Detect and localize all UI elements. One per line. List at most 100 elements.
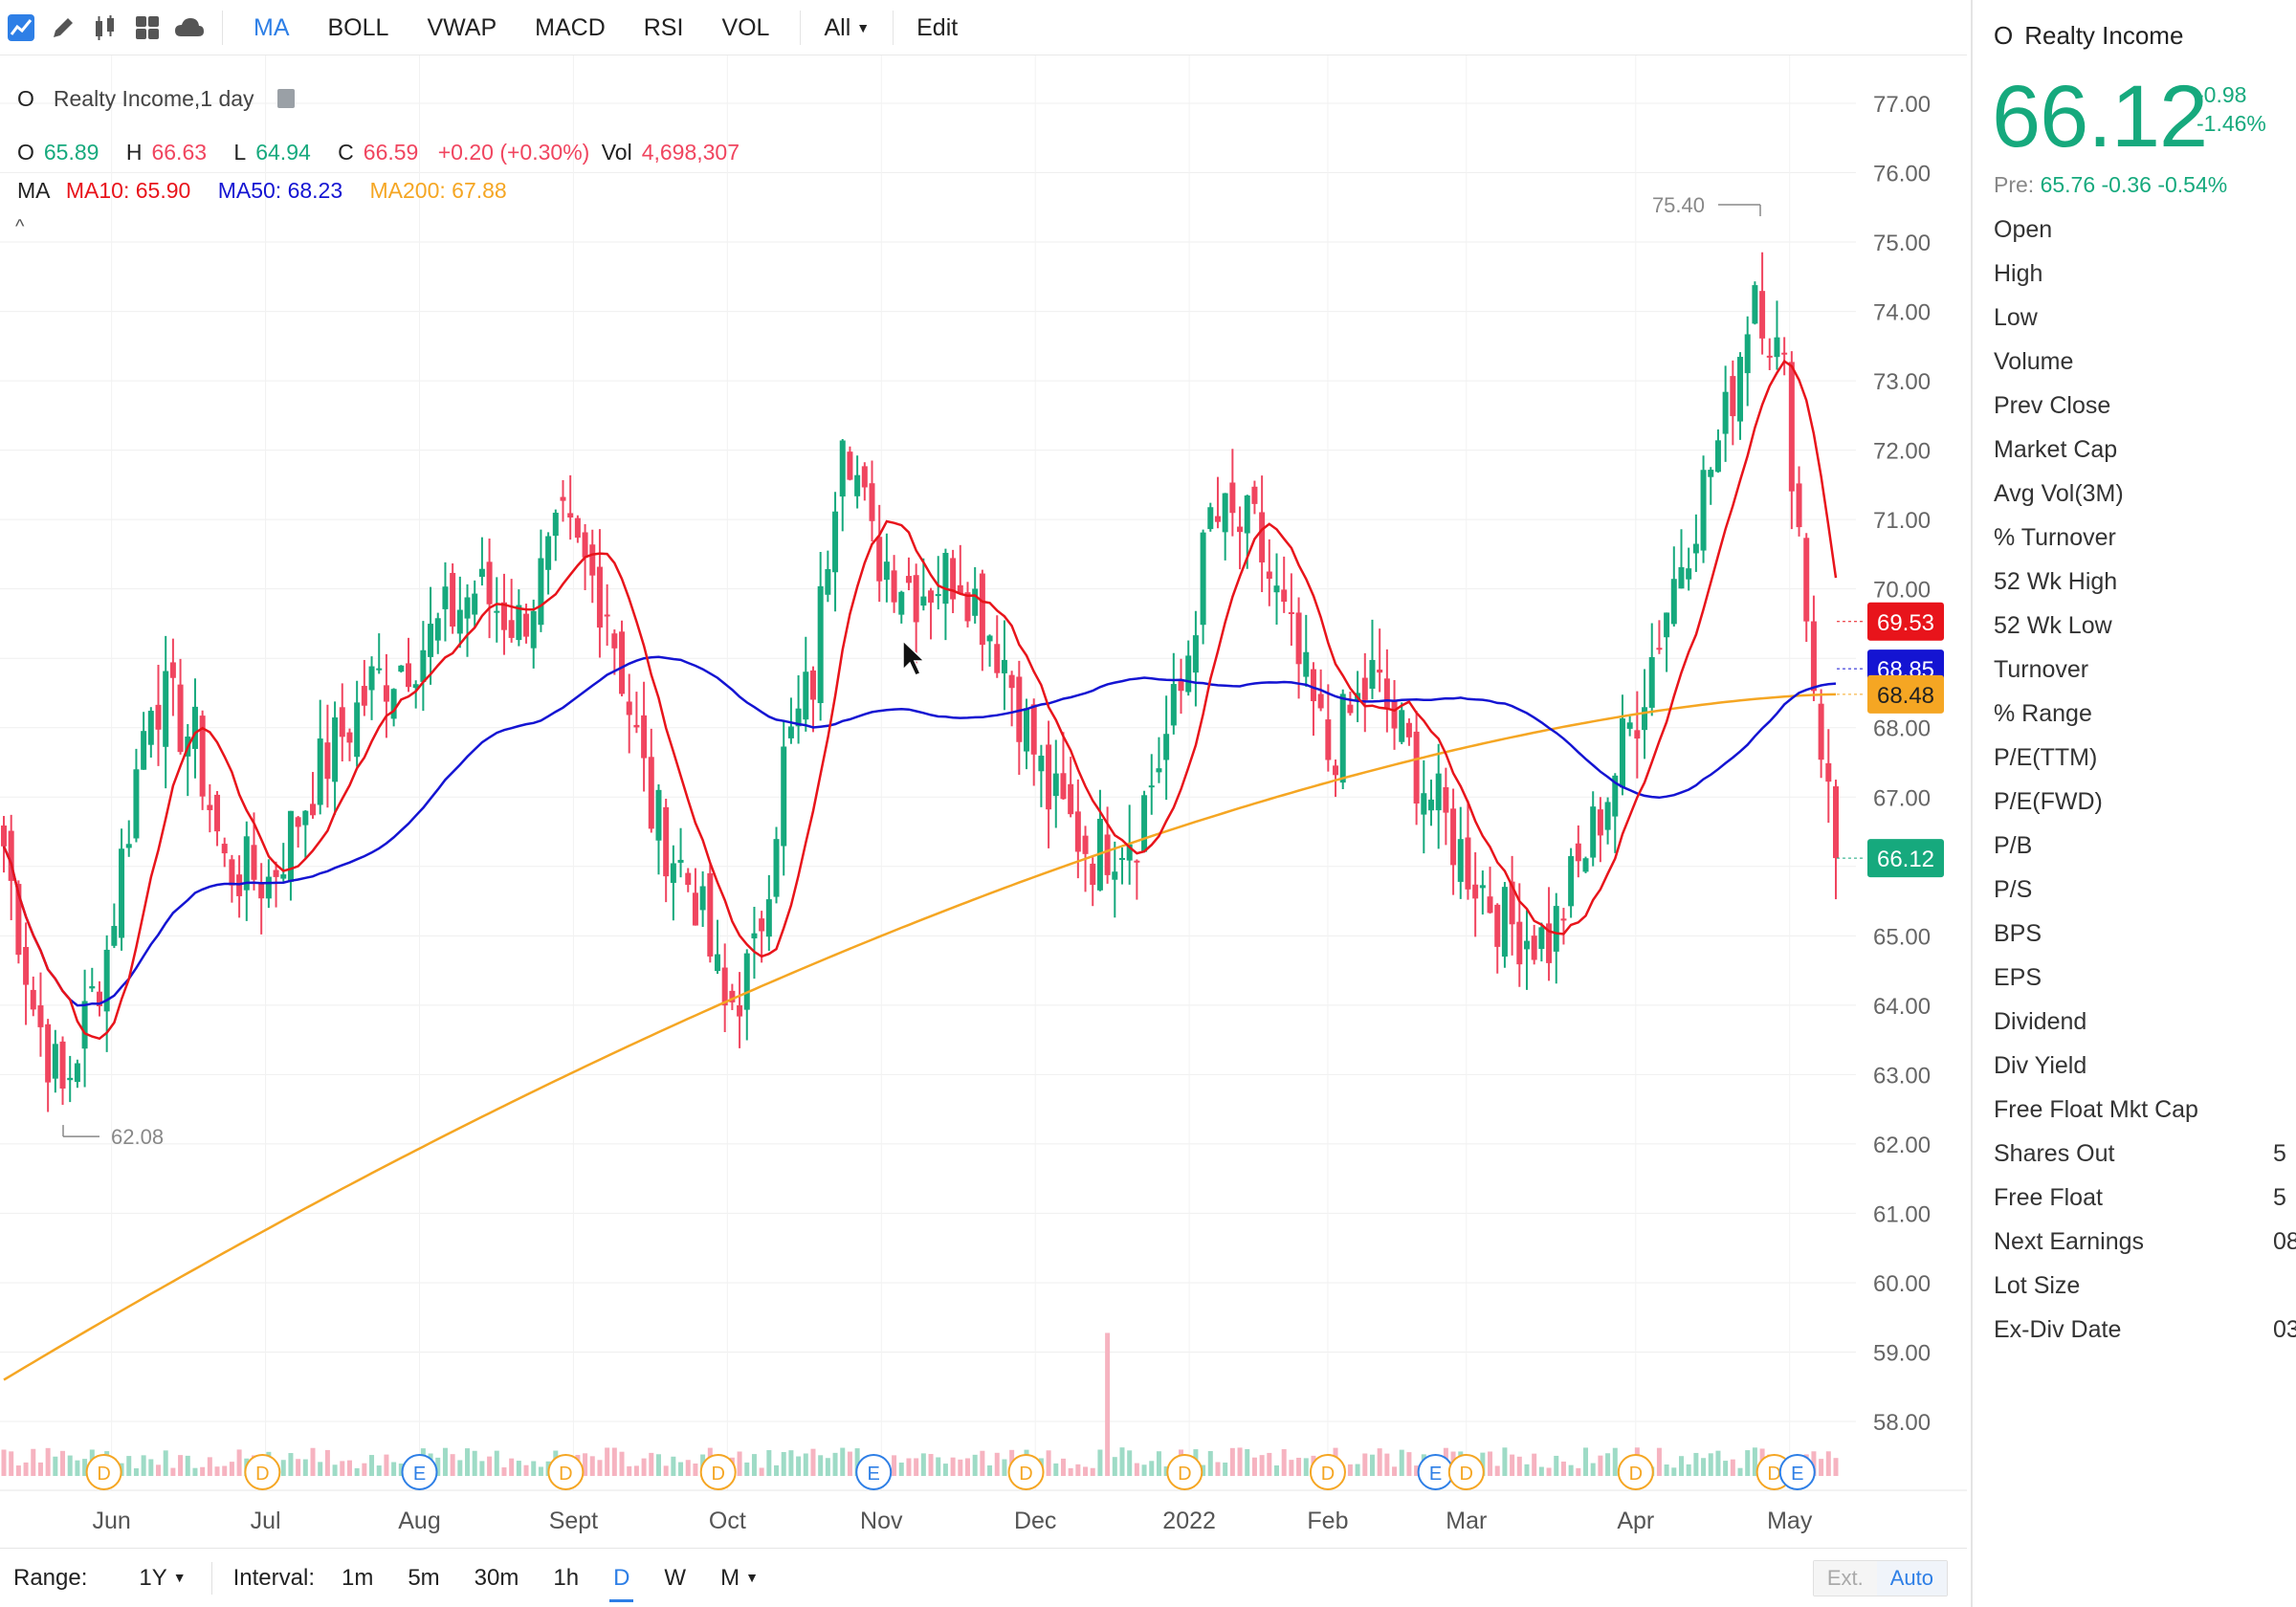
candle-body[interactable] — [883, 561, 890, 581]
line-chart-icon[interactable] — [0, 0, 42, 55]
candle-body[interactable] — [1818, 703, 1824, 760]
candle-body[interactable] — [1435, 773, 1442, 811]
candle-body[interactable] — [464, 597, 471, 619]
candle-body[interactable] — [1612, 775, 1619, 817]
candle-body[interactable] — [1030, 704, 1037, 755]
candle-body[interactable] — [663, 806, 670, 877]
interval-1m[interactable]: 1m — [341, 1564, 374, 1591]
candle-body[interactable] — [1024, 708, 1030, 752]
interval-d[interactable]: D — [596, 1549, 647, 1607]
candle-body[interactable] — [1266, 571, 1272, 579]
candle-body[interactable] — [633, 724, 640, 728]
candlestick-chart[interactable]: 77.00 76.00 75.00 74.00 73.00 72.00 71.00 70.00… — [0, 55, 1967, 1548]
candle-body[interactable] — [1038, 756, 1045, 772]
candle-body[interactable] — [655, 789, 662, 841]
candle-body[interactable] — [832, 511, 839, 573]
candle-body[interactable] — [1074, 811, 1081, 852]
candle-body[interactable] — [759, 918, 765, 932]
event-marker-dividend[interactable] — [1007, 1454, 1045, 1490]
candle-body[interactable] — [1421, 793, 1427, 815]
candle-body[interactable] — [1156, 768, 1162, 773]
candle-body[interactable] — [119, 848, 125, 938]
candle-body[interactable] — [89, 986, 96, 989]
candle-body[interactable] — [1192, 635, 1199, 673]
candle-body[interactable] — [1597, 809, 1603, 836]
candle-body[interactable] — [1200, 532, 1206, 626]
candle-body[interactable] — [1369, 659, 1376, 689]
candle-body[interactable] — [442, 586, 449, 609]
candle-body[interactable] — [1347, 704, 1354, 714]
candle-body[interactable] — [420, 649, 427, 682]
candle-body[interactable] — [854, 474, 861, 496]
candle-body[interactable] — [1333, 765, 1339, 776]
candle-body[interactable] — [1648, 657, 1655, 708]
candle-body[interactable] — [1310, 669, 1316, 702]
candle-body[interactable] — [913, 575, 919, 623]
candle-body[interactable] — [1141, 795, 1148, 852]
candle-body[interactable] — [390, 689, 397, 719]
candle-body[interactable] — [229, 859, 235, 886]
candle-body[interactable] — [1118, 857, 1125, 860]
candle-body[interactable] — [692, 892, 698, 926]
candle-body[interactable] — [383, 685, 389, 702]
candle-body[interactable] — [1259, 512, 1266, 562]
candle-body[interactable] — [920, 596, 927, 606]
candle-body[interactable] — [641, 715, 648, 759]
candle-body[interactable] — [169, 662, 176, 678]
candle-body[interactable] — [1134, 860, 1140, 863]
candle-body[interactable] — [434, 618, 441, 641]
candle-body[interactable] — [685, 872, 692, 885]
candle-body[interactable] — [670, 863, 676, 883]
candle-body[interactable] — [163, 671, 169, 747]
candle-body[interactable] — [1582, 858, 1589, 872]
candle-body[interactable] — [191, 706, 198, 749]
candle-body[interactable] — [81, 1001, 88, 1049]
candle-body[interactable] — [376, 668, 383, 671]
candle-body[interactable] — [1465, 837, 1471, 890]
candle-body[interactable] — [765, 899, 772, 937]
candle-body[interactable] — [472, 593, 478, 615]
event-marker-dividend[interactable] — [244, 1454, 281, 1490]
candle-body[interactable] — [1774, 337, 1780, 358]
candle-body[interactable] — [30, 989, 36, 1010]
candle-body[interactable] — [1251, 486, 1258, 504]
candle-body[interactable] — [478, 568, 485, 577]
candle-body[interactable] — [45, 1024, 52, 1083]
candle-body[interactable] — [905, 576, 912, 583]
candle-body[interactable] — [1788, 362, 1795, 492]
event-marker-dividend[interactable] — [1617, 1454, 1654, 1490]
candle-body[interactable] — [280, 874, 287, 879]
candle-body[interactable] — [715, 954, 721, 972]
candle-body[interactable] — [1642, 707, 1648, 731]
candle-body[interactable] — [1281, 589, 1288, 603]
candle-body[interactable] — [1479, 885, 1486, 889]
candle-body[interactable] — [251, 845, 257, 880]
candle-body[interactable] — [781, 746, 787, 847]
candle-body[interactable] — [1714, 440, 1721, 473]
grid-icon[interactable] — [126, 0, 168, 55]
candle-body[interactable] — [1244, 495, 1250, 534]
candle-body[interactable] — [1052, 773, 1059, 797]
candle-body[interactable] — [155, 704, 162, 730]
candle-body[interactable] — [1339, 693, 1346, 783]
candle-body[interactable] — [141, 731, 147, 770]
candle-body[interactable] — [928, 590, 935, 603]
candle-body[interactable] — [619, 631, 626, 694]
candle-body[interactable] — [1708, 470, 1714, 477]
candle-body[interactable] — [412, 684, 419, 689]
candle-body[interactable] — [1568, 856, 1575, 907]
event-marker-dividend[interactable] — [1309, 1454, 1346, 1490]
candle-body[interactable] — [221, 844, 228, 854]
candle-body[interactable] — [59, 1041, 66, 1089]
candle-body[interactable] — [1523, 940, 1530, 950]
candle-body[interactable] — [1317, 693, 1324, 709]
candle-body[interactable] — [604, 614, 610, 617]
candle-body[interactable] — [721, 967, 728, 1006]
candle-body[interactable] — [611, 633, 618, 649]
candle-body[interactable] — [1494, 904, 1501, 947]
candle-body[interactable] — [707, 872, 714, 957]
indicator-vwap[interactable]: VWAP — [427, 13, 497, 41]
candle-body[interactable] — [677, 859, 684, 863]
candle-body[interactable] — [1377, 670, 1383, 673]
candle-body[interactable] — [1185, 655, 1192, 693]
